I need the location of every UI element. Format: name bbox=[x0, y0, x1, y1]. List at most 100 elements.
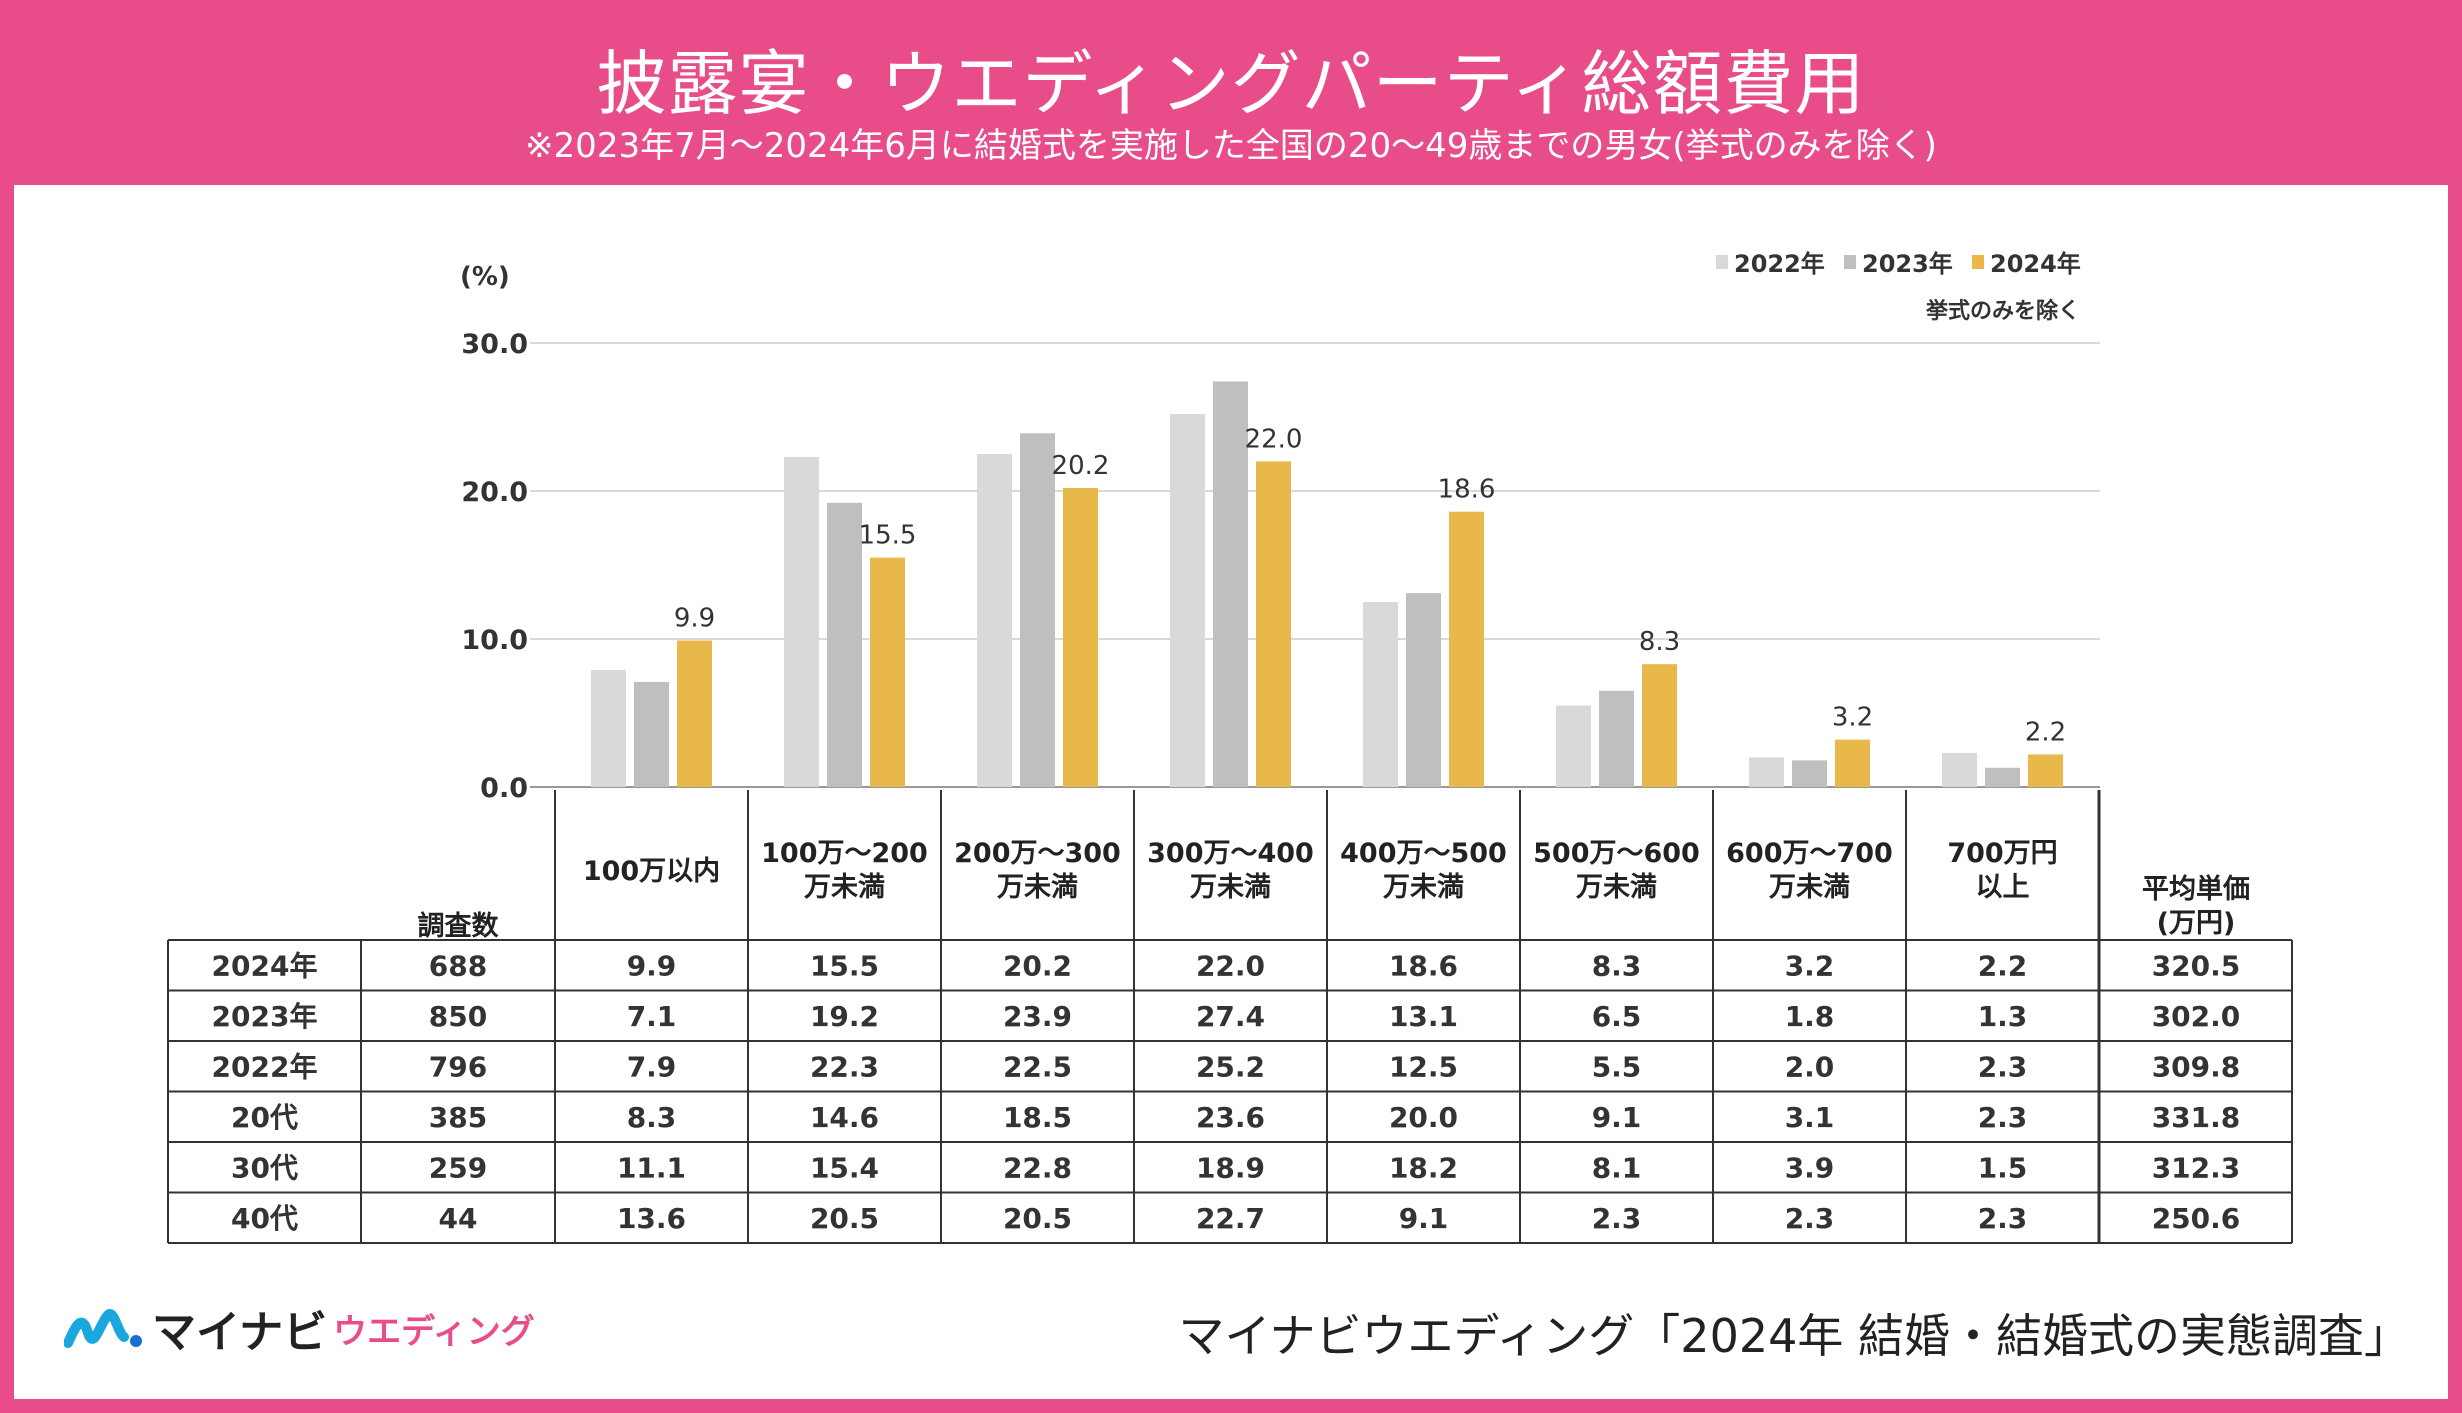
table-cell: 22.0 bbox=[1196, 949, 1265, 982]
table-cell: 12.5 bbox=[1389, 1050, 1458, 1083]
table-cell: 3.2 bbox=[1785, 949, 1835, 982]
row-average: 309.8 bbox=[2152, 1050, 2241, 1083]
table-cell: 9.1 bbox=[1592, 1101, 1642, 1134]
category-label: 300万～400 bbox=[1147, 838, 1314, 869]
row-label: 2022年 bbox=[212, 1050, 318, 1083]
count-header: 調査数 bbox=[418, 910, 500, 942]
legend-swatch bbox=[1716, 255, 1728, 269]
table-cell: 25.2 bbox=[1196, 1050, 1265, 1083]
table-cell: 1.8 bbox=[1785, 1000, 1835, 1033]
table-cell: 18.5 bbox=[1003, 1101, 1072, 1134]
bar-2023年 bbox=[1406, 593, 1441, 787]
category-label: 万未満 bbox=[1383, 872, 1464, 903]
table-cell: 2.3 bbox=[1978, 1101, 2028, 1134]
y-tick-label: 10.0 bbox=[461, 625, 528, 656]
legend-swatch bbox=[1972, 255, 1984, 269]
table-cell: 8.3 bbox=[1592, 949, 1642, 982]
mynavi-logo: マイナビ ウエディング bbox=[64, 1298, 535, 1358]
table-cell: 13.1 bbox=[1389, 1000, 1458, 1033]
row-count: 850 bbox=[429, 1000, 487, 1033]
data-label: 20.2 bbox=[1052, 451, 1110, 481]
table-cell: 18.2 bbox=[1389, 1151, 1458, 1184]
table-cell: 22.8 bbox=[1003, 1151, 1072, 1184]
table-cell: 20.5 bbox=[1003, 1202, 1072, 1235]
row-average: 320.5 bbox=[2152, 949, 2241, 982]
table-cell: 2.3 bbox=[1785, 1202, 1835, 1235]
data-label: 2.2 bbox=[2025, 717, 2066, 747]
y-tick-label: 30.0 bbox=[461, 329, 528, 360]
bar-2022年 bbox=[977, 454, 1012, 787]
table-cell: 2.3 bbox=[1978, 1050, 2028, 1083]
y-unit-label: (%) bbox=[460, 262, 510, 292]
row-label: 40代 bbox=[231, 1202, 298, 1235]
table-cell: 7.9 bbox=[627, 1050, 677, 1083]
bar-2022年 bbox=[1749, 757, 1784, 787]
bar-2024年 bbox=[1449, 511, 1484, 787]
bar-2024年 bbox=[2028, 754, 2063, 787]
data-label: 8.3 bbox=[1639, 627, 1680, 657]
table-cell: 2.3 bbox=[1592, 1202, 1642, 1235]
bar-2023年 bbox=[1792, 760, 1827, 787]
table-cell: 23.9 bbox=[1003, 1000, 1072, 1033]
data-label: 9.9 bbox=[674, 603, 715, 633]
row-count: 44 bbox=[439, 1202, 478, 1235]
row-average: 312.3 bbox=[2152, 1151, 2241, 1184]
row-average: 302.0 bbox=[2152, 1000, 2241, 1033]
chart-note: 挙式のみを除く bbox=[1925, 298, 2080, 324]
category-label: 600万～700 bbox=[1726, 838, 1893, 869]
bar-2022年 bbox=[591, 670, 626, 787]
table-cell: 6.5 bbox=[1592, 1000, 1642, 1033]
table-cell: 9.1 bbox=[1399, 1202, 1449, 1235]
category-label: 以上 bbox=[1976, 872, 2030, 903]
table-cell: 22.3 bbox=[810, 1050, 879, 1083]
category-label: 万未満 bbox=[1769, 872, 1850, 903]
data-label: 18.6 bbox=[1438, 475, 1496, 505]
category-label: 万未満 bbox=[1190, 872, 1271, 903]
category-label: 700万円 bbox=[1947, 838, 2057, 869]
legend-label: 2024年 bbox=[1990, 250, 2081, 278]
category-label: 500万～600 bbox=[1533, 838, 1700, 869]
page-title: 披露宴・ウエディングパーティ総額費用 bbox=[596, 43, 1866, 125]
row-label: 2023年 bbox=[212, 1000, 318, 1033]
table-cell: 18.6 bbox=[1389, 949, 1458, 982]
y-tick-label: 20.0 bbox=[461, 477, 528, 508]
category-label: 100万以内 bbox=[583, 856, 720, 887]
category-label: 100万～200 bbox=[761, 838, 928, 869]
source-caption: マイナビウエディング「2024年 結婚・結婚式の実態調査」 bbox=[1178, 1309, 2410, 1363]
category-label: 万未満 bbox=[1576, 872, 1657, 903]
row-label: 20代 bbox=[231, 1101, 298, 1134]
table-cell: 7.1 bbox=[627, 1000, 677, 1033]
table-cell: 9.9 bbox=[627, 949, 677, 982]
bar-2024年 bbox=[1063, 488, 1098, 787]
bar-2022年 bbox=[1170, 414, 1205, 787]
table-cell: 8.1 bbox=[1592, 1151, 1642, 1184]
row-average: 250.6 bbox=[2152, 1202, 2241, 1235]
legend-swatch bbox=[1844, 255, 1856, 269]
legend-label: 2022年 bbox=[1734, 250, 1825, 278]
bar-2024年 bbox=[677, 640, 712, 787]
table-cell: 22.5 bbox=[1003, 1050, 1072, 1083]
table-cell: 13.6 bbox=[617, 1202, 686, 1235]
data-label: 3.2 bbox=[1832, 703, 1873, 733]
y-tick-label: 0.0 bbox=[480, 773, 528, 804]
row-count: 259 bbox=[429, 1151, 487, 1184]
table-cell: 23.6 bbox=[1196, 1101, 1265, 1134]
logo-main-text: マイナビ bbox=[152, 1307, 328, 1358]
logo-sub-text: ウエディング bbox=[333, 1311, 535, 1352]
bar-2022年 bbox=[784, 456, 819, 787]
table-cell: 8.3 bbox=[627, 1101, 677, 1134]
row-label: 30代 bbox=[231, 1151, 298, 1184]
page-subtitle: ※2023年7月～2024年6月に結婚式を実施した全国の20～49歳までの男女(… bbox=[525, 126, 1937, 166]
row-label: 2024年 bbox=[212, 949, 318, 982]
table-cell: 20.0 bbox=[1389, 1101, 1458, 1134]
header-banner: 披露宴・ウエディングパーティ総額費用 ※2023年7月～2024年6月に結婚式を… bbox=[0, 0, 2462, 185]
row-count: 385 bbox=[429, 1101, 487, 1134]
table-cell: 20.2 bbox=[1003, 949, 1072, 982]
table-cell: 1.5 bbox=[1978, 1151, 2028, 1184]
mynavi-wave-icon bbox=[64, 1309, 142, 1348]
table-cell: 27.4 bbox=[1196, 1000, 1265, 1033]
bar-2023年 bbox=[634, 681, 669, 787]
table-cell: 15.4 bbox=[810, 1151, 879, 1184]
bar-2023年 bbox=[827, 502, 862, 787]
